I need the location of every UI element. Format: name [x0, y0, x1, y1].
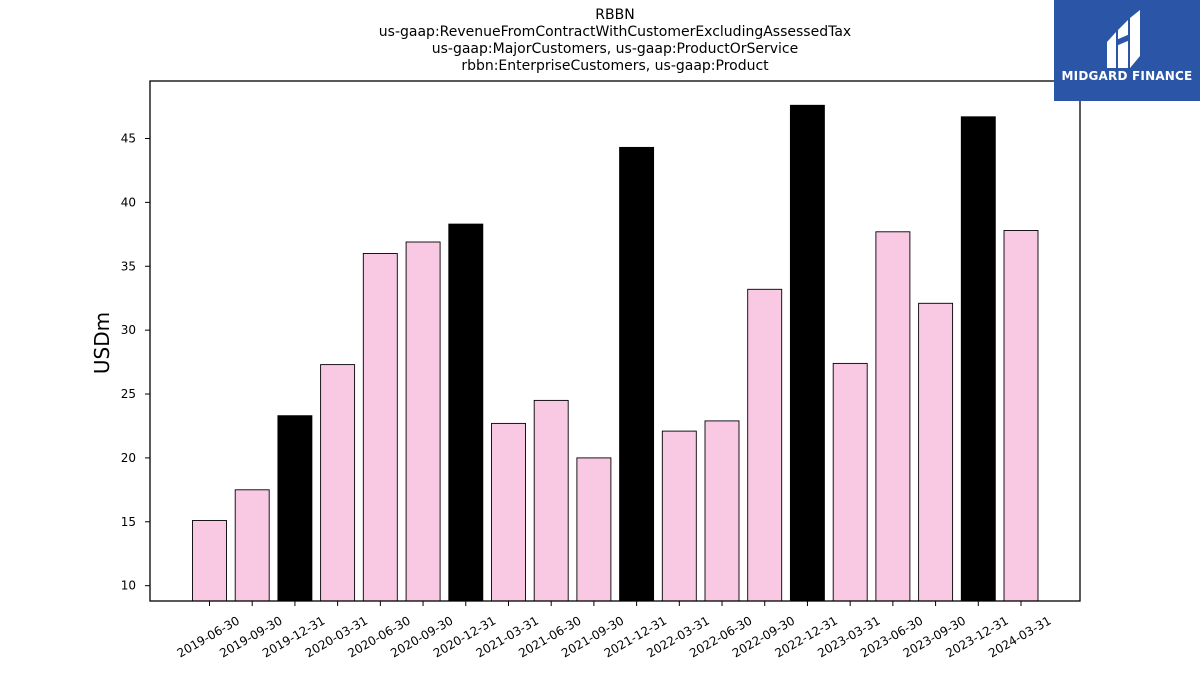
y-tick-label: 40: [121, 195, 136, 209]
y-tick-label: 15: [121, 515, 136, 529]
brand-logo: MIDGARD FINANCE: [1054, 0, 1200, 101]
y-axis: 10 15 20 25 30 35 40 45: [121, 131, 150, 593]
bar-2022-06-30: [704, 420, 740, 602]
bar-2020-06-30: [362, 253, 398, 602]
bar-2020-12-31: [448, 223, 484, 602]
y-tick-label: 30: [121, 323, 136, 337]
bar-2022-12-31: [789, 104, 825, 602]
y-tick-label: 25: [121, 387, 136, 401]
bar-2023-03-31: [832, 362, 868, 602]
bar-2024-03-31: [1003, 230, 1039, 602]
bar-2021-12-31: [619, 146, 655, 602]
bar-2023-09-30: [918, 302, 954, 602]
logo-text: MIDGARD FINANCE: [1061, 69, 1193, 83]
y-tick-label: 10: [121, 579, 136, 593]
bars-group: [192, 104, 1039, 602]
x-axis: 2019-06-302019-09-302019-12-312020-03-31…: [175, 601, 1054, 660]
bar-2020-03-31: [320, 364, 356, 602]
title-line-ticker: RBBN: [595, 7, 635, 23]
bar-2023-12-31: [960, 116, 996, 602]
bar-2022-09-30: [747, 288, 783, 602]
bar-2021-03-31: [491, 422, 526, 602]
y-tick-label: 20: [121, 451, 136, 465]
bar-2019-06-30: [192, 520, 227, 602]
bar-2021-06-30: [533, 399, 569, 602]
bar-2021-09-30: [576, 457, 612, 602]
plot-frame: [149, 80, 1081, 602]
y-tick-label: 45: [121, 131, 136, 145]
title-line-dimension-members: rbbn:EnterpriseCustomers, us-gaap:Produc…: [461, 58, 769, 74]
bar-2019-09-30: [234, 489, 270, 602]
bar-2022-03-31: [661, 430, 697, 602]
midgard-logo-icon: [1107, 10, 1140, 68]
bar-2020-09-30: [405, 241, 441, 602]
bar-2019-12-31: [277, 415, 313, 602]
title-line-axis-members: us-gaap:MajorCustomers, us-gaap:ProductO…: [431, 41, 799, 57]
bar-2023-06-30: [875, 231, 911, 602]
y-tick-label: 35: [121, 259, 136, 273]
chart-title: RBBN us-gaap:RevenueFromContractWithCust…: [150, 7, 1080, 75]
title-line-concept: us-gaap:RevenueFromContractWithCustomerE…: [378, 24, 852, 40]
y-axis-label: USDm: [90, 312, 114, 374]
